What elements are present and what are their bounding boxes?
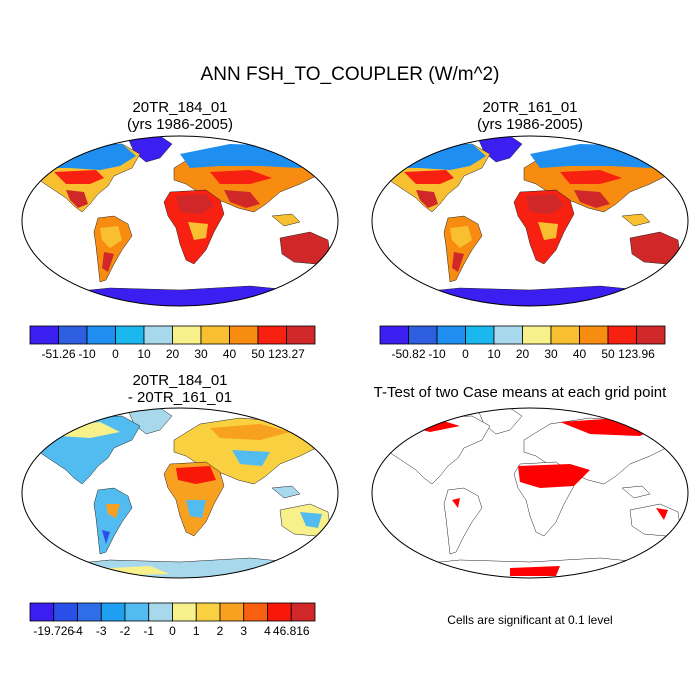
colorbar-label: -19.726 <box>33 624 74 638</box>
colorbar-box <box>286 325 316 345</box>
colorbar-box <box>195 602 221 622</box>
panel-2-title: 20TR_161_01 (yrs 1986-2005) <box>380 99 680 133</box>
colorbar-label: 30 <box>194 347 208 361</box>
colorbar-box <box>200 325 230 345</box>
colorbar-box <box>124 602 150 622</box>
figure-title: ANN FSH_TO_COUPLER (W/m^2) <box>200 64 500 85</box>
significance-note: Cells are significant at 0.1 level <box>447 613 613 627</box>
colorbar-case-2: -50.82 -10 0 10 20 30 40 50 123.96 <box>379 325 666 361</box>
panel-1-title-line2: (yrs 1986-2005) <box>127 116 233 133</box>
colorbar-label: 40 <box>223 347 237 361</box>
panel-3-title-line1: 20TR_184_01 <box>132 372 228 389</box>
colorbar-label: -50.82 <box>391 347 425 361</box>
colorbar-box <box>58 325 88 345</box>
colorbar-box <box>29 602 55 622</box>
colorbar-box <box>172 602 197 622</box>
map-case-1 <box>21 135 339 307</box>
colorbar-label: -51.26 <box>41 347 75 361</box>
colorbar-label: -1 <box>143 624 154 638</box>
colorbar-label: -2 <box>120 624 131 638</box>
colorbar-case-1: -51.26 -10 0 10 20 30 40 50 123.27 <box>29 325 316 361</box>
panel-3-title-line2: - 20TR_161_01 <box>127 389 233 406</box>
colorbar-box <box>465 325 495 345</box>
colorbar-label: -3 <box>96 624 107 638</box>
colorbar-label: -10 <box>428 347 446 361</box>
colorbar-label: 50 <box>601 347 615 361</box>
colorbar-box <box>86 325 116 345</box>
colorbar-box <box>436 325 466 345</box>
panel-2-title-line2: (yrs 1986-2005) <box>477 116 583 133</box>
colorbar-box <box>100 602 126 622</box>
colorbar-label: -4 <box>72 624 83 638</box>
colorbar-label: 123.27 <box>268 347 305 361</box>
colorbar-box <box>243 602 268 622</box>
colorbar-box <box>77 602 102 622</box>
colorbar-box <box>550 325 580 345</box>
panel-2-title-line1: 20TR_161_01 <box>482 99 578 116</box>
colorbar-box <box>257 325 287 345</box>
colorbar-label: 20 <box>166 347 180 361</box>
colorbar-box <box>143 325 173 345</box>
colorbar-label: 0 <box>169 624 176 638</box>
colorbar-box <box>579 325 609 345</box>
colorbar-box <box>493 325 523 345</box>
colorbar-label: 4 <box>264 624 271 638</box>
colorbar-label: 0 <box>462 347 469 361</box>
colorbar-label: 20 <box>516 347 530 361</box>
colorbar-difference: -19.726-4 -3 -2 -1 0 1 2 3 4 46.816 <box>29 602 316 638</box>
colorbar-label: 50 <box>251 347 265 361</box>
map-case-2 <box>371 135 689 307</box>
colorbar-box <box>115 325 145 345</box>
colorbar-label: -10 <box>78 347 96 361</box>
colorbar-box <box>229 325 259 345</box>
colorbar-box <box>290 602 316 622</box>
colorbar-box <box>408 325 438 345</box>
colorbar-box <box>607 325 637 345</box>
panel-3-title: 20TR_184_01 - 20TR_161_01 <box>30 372 330 406</box>
colorbar-box <box>636 325 666 345</box>
colorbar-label: 1 <box>193 624 200 638</box>
colorbar-box <box>267 602 292 622</box>
colorbar-label: 123.96 <box>618 347 655 361</box>
colorbar-box <box>172 325 202 345</box>
colorbar-box <box>522 325 552 345</box>
colorbar-box <box>29 325 59 345</box>
colorbar-label: 3 <box>240 624 247 638</box>
colorbar-label: 10 <box>487 347 501 361</box>
colorbar-label: 2 <box>217 624 224 638</box>
map-difference <box>21 407 339 579</box>
colorbar-label: 10 <box>137 347 151 361</box>
panel-4-title-line1: T-Test of two Case means at each grid po… <box>373 384 667 401</box>
colorbar-box <box>53 602 78 622</box>
colorbar-label: 46.816 <box>273 624 310 638</box>
colorbar-box <box>148 602 173 622</box>
colorbar-label: 30 <box>544 347 558 361</box>
colorbar-box <box>379 325 409 345</box>
colorbar-box <box>219 602 245 622</box>
panel-1-title-line1: 20TR_184_01 <box>132 99 228 116</box>
colorbar-label: 0 <box>112 347 119 361</box>
colorbar-label: 40 <box>573 347 587 361</box>
map-ttest <box>371 407 689 579</box>
panel-1-title: 20TR_184_01 (yrs 1986-2005) <box>30 99 330 133</box>
panel-4-title: T-Test of two Case means at each grid po… <box>350 384 690 401</box>
